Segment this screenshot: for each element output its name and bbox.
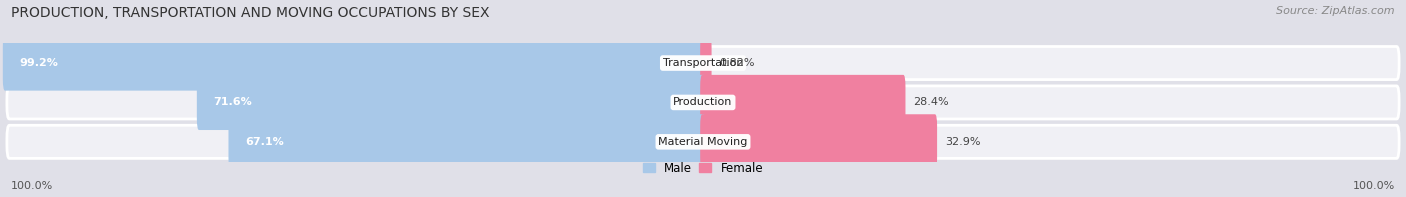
Text: PRODUCTION, TRANSPORTATION AND MOVING OCCUPATIONS BY SEX: PRODUCTION, TRANSPORTATION AND MOVING OC… [11, 6, 489, 20]
Text: 100.0%: 100.0% [11, 181, 53, 191]
FancyBboxPatch shape [7, 46, 1399, 80]
Text: 99.2%: 99.2% [20, 58, 59, 68]
Text: 71.6%: 71.6% [214, 98, 253, 107]
FancyBboxPatch shape [7, 86, 1399, 119]
Legend: Male, Female: Male, Female [641, 159, 765, 177]
Text: Production: Production [673, 98, 733, 107]
FancyBboxPatch shape [7, 125, 1399, 158]
Text: Material Moving: Material Moving [658, 137, 748, 147]
FancyBboxPatch shape [700, 35, 711, 91]
Text: 100.0%: 100.0% [1353, 181, 1395, 191]
Text: 32.9%: 32.9% [945, 137, 980, 147]
Text: 28.4%: 28.4% [914, 98, 949, 107]
FancyBboxPatch shape [197, 75, 706, 130]
FancyBboxPatch shape [229, 114, 706, 169]
Text: 0.82%: 0.82% [720, 58, 755, 68]
Text: 67.1%: 67.1% [246, 137, 284, 147]
FancyBboxPatch shape [700, 114, 936, 169]
FancyBboxPatch shape [700, 75, 905, 130]
Text: Source: ZipAtlas.com: Source: ZipAtlas.com [1277, 6, 1395, 16]
Text: Transportation: Transportation [662, 58, 744, 68]
FancyBboxPatch shape [3, 35, 706, 91]
